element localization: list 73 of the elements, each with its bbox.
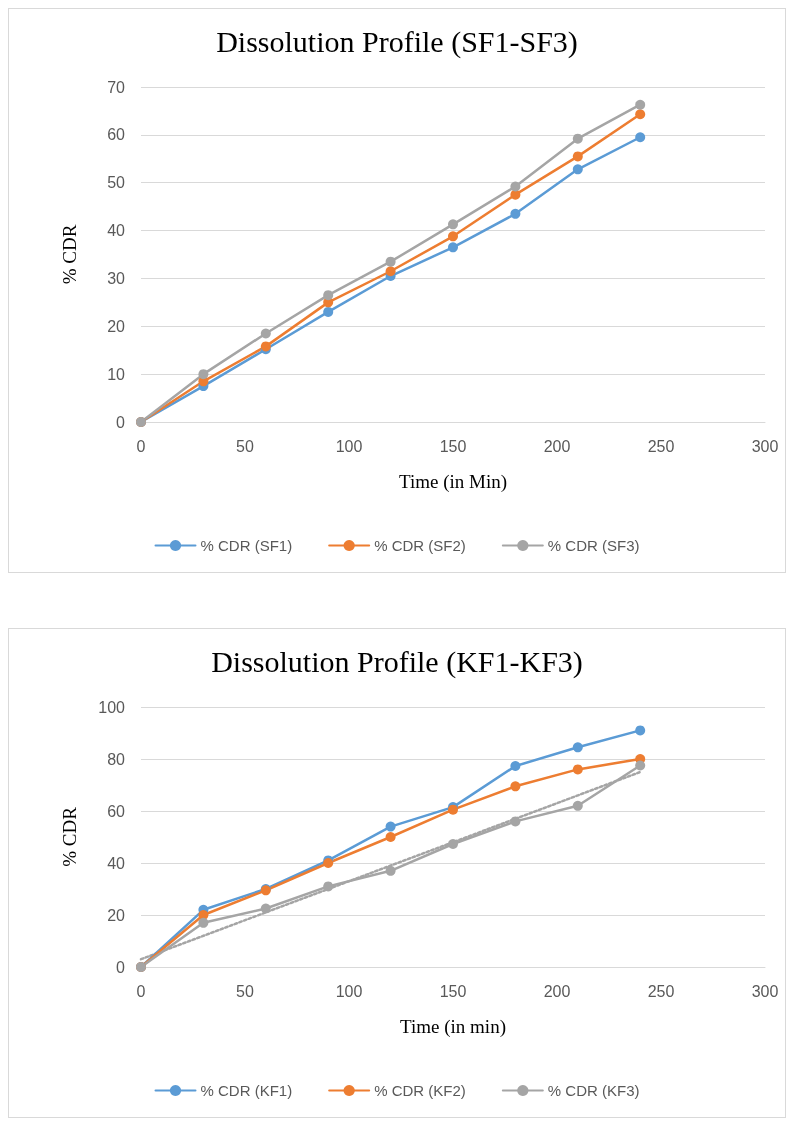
point (385, 821, 396, 832)
point (510, 208, 521, 219)
point (572, 164, 583, 175)
x-tick-label: 300 (751, 982, 779, 1000)
point (385, 832, 396, 842)
x-tick-label: 0 (136, 982, 146, 1000)
legend-label: % CDR (SF2) (374, 537, 466, 554)
legend-label: % CDR (SF1) (200, 537, 293, 554)
point (510, 816, 521, 827)
chart-title: Dissolution Profile (SF1-SF3) (216, 24, 578, 59)
y-tick-label: 50 (107, 174, 126, 192)
x-tick-label: 150 (439, 437, 467, 455)
point (260, 328, 271, 339)
chart-title: Dissolution Profile (KF1-KF3) (211, 644, 583, 679)
point (448, 219, 458, 230)
y-tick-label: 40 (107, 222, 126, 240)
point (385, 256, 396, 267)
x-axis-title: Time (in Min) (398, 471, 508, 493)
point (323, 290, 334, 301)
point (260, 903, 271, 914)
point (572, 800, 583, 811)
legend-label: % CDR (KF3) (547, 1082, 640, 1099)
x-tick-label: 100 (335, 982, 363, 1000)
point (385, 266, 396, 277)
y-tick-label: 30 (107, 269, 126, 287)
y-tick-label: 80 (107, 750, 126, 768)
point (448, 242, 458, 253)
x-tick-label: 50 (236, 982, 254, 1000)
y-tick-label: 60 (107, 802, 126, 820)
point (635, 99, 646, 110)
y-tick-label: 40 (107, 854, 126, 872)
legend-label: % CDR (SF3) (547, 537, 640, 554)
point (572, 151, 583, 162)
x-tick-label: 150 (439, 982, 467, 1000)
point (198, 369, 209, 380)
point (635, 725, 646, 736)
point (635, 760, 646, 771)
legend-label: % CDR (KF2) (374, 1082, 466, 1099)
x-tick-label: 300 (751, 437, 779, 455)
x-tick-label: 50 (236, 437, 254, 455)
y-tick-label: 10 (107, 365, 126, 383)
point (510, 189, 521, 200)
point (385, 865, 396, 876)
y-tick-label: 0 (116, 413, 126, 431)
point (323, 306, 334, 317)
point (448, 231, 458, 242)
point (510, 781, 521, 792)
y-tick-label: 20 (107, 317, 126, 335)
point (572, 133, 583, 144)
point (323, 881, 334, 892)
y-axis-title: % CDR (59, 806, 80, 867)
x-tick-label: 0 (136, 437, 146, 455)
x-axis-title: Time (in min) (400, 1016, 506, 1038)
x-tick-label: 200 (543, 437, 571, 455)
point (572, 742, 583, 753)
x-tick-label: 100 (335, 437, 363, 455)
y-axis-title: % CDR (59, 224, 80, 285)
x-tick-label: 250 (647, 437, 675, 455)
point (635, 109, 646, 120)
point (635, 132, 646, 143)
y-tick-label: 20 (107, 906, 126, 924)
y-tick-label: 100 (98, 698, 126, 716)
x-tick-label: 250 (647, 982, 675, 1000)
y-tick-label: 70 (107, 78, 126, 96)
point (448, 839, 458, 850)
point (198, 917, 209, 928)
point (510, 761, 521, 772)
x-tick-label: 200 (543, 982, 571, 1000)
point (510, 181, 521, 192)
y-tick-label: 60 (107, 126, 126, 144)
y-tick-label: 0 (116, 958, 126, 976)
point (572, 764, 583, 775)
legend-label: % CDR (KF1) (200, 1082, 293, 1099)
